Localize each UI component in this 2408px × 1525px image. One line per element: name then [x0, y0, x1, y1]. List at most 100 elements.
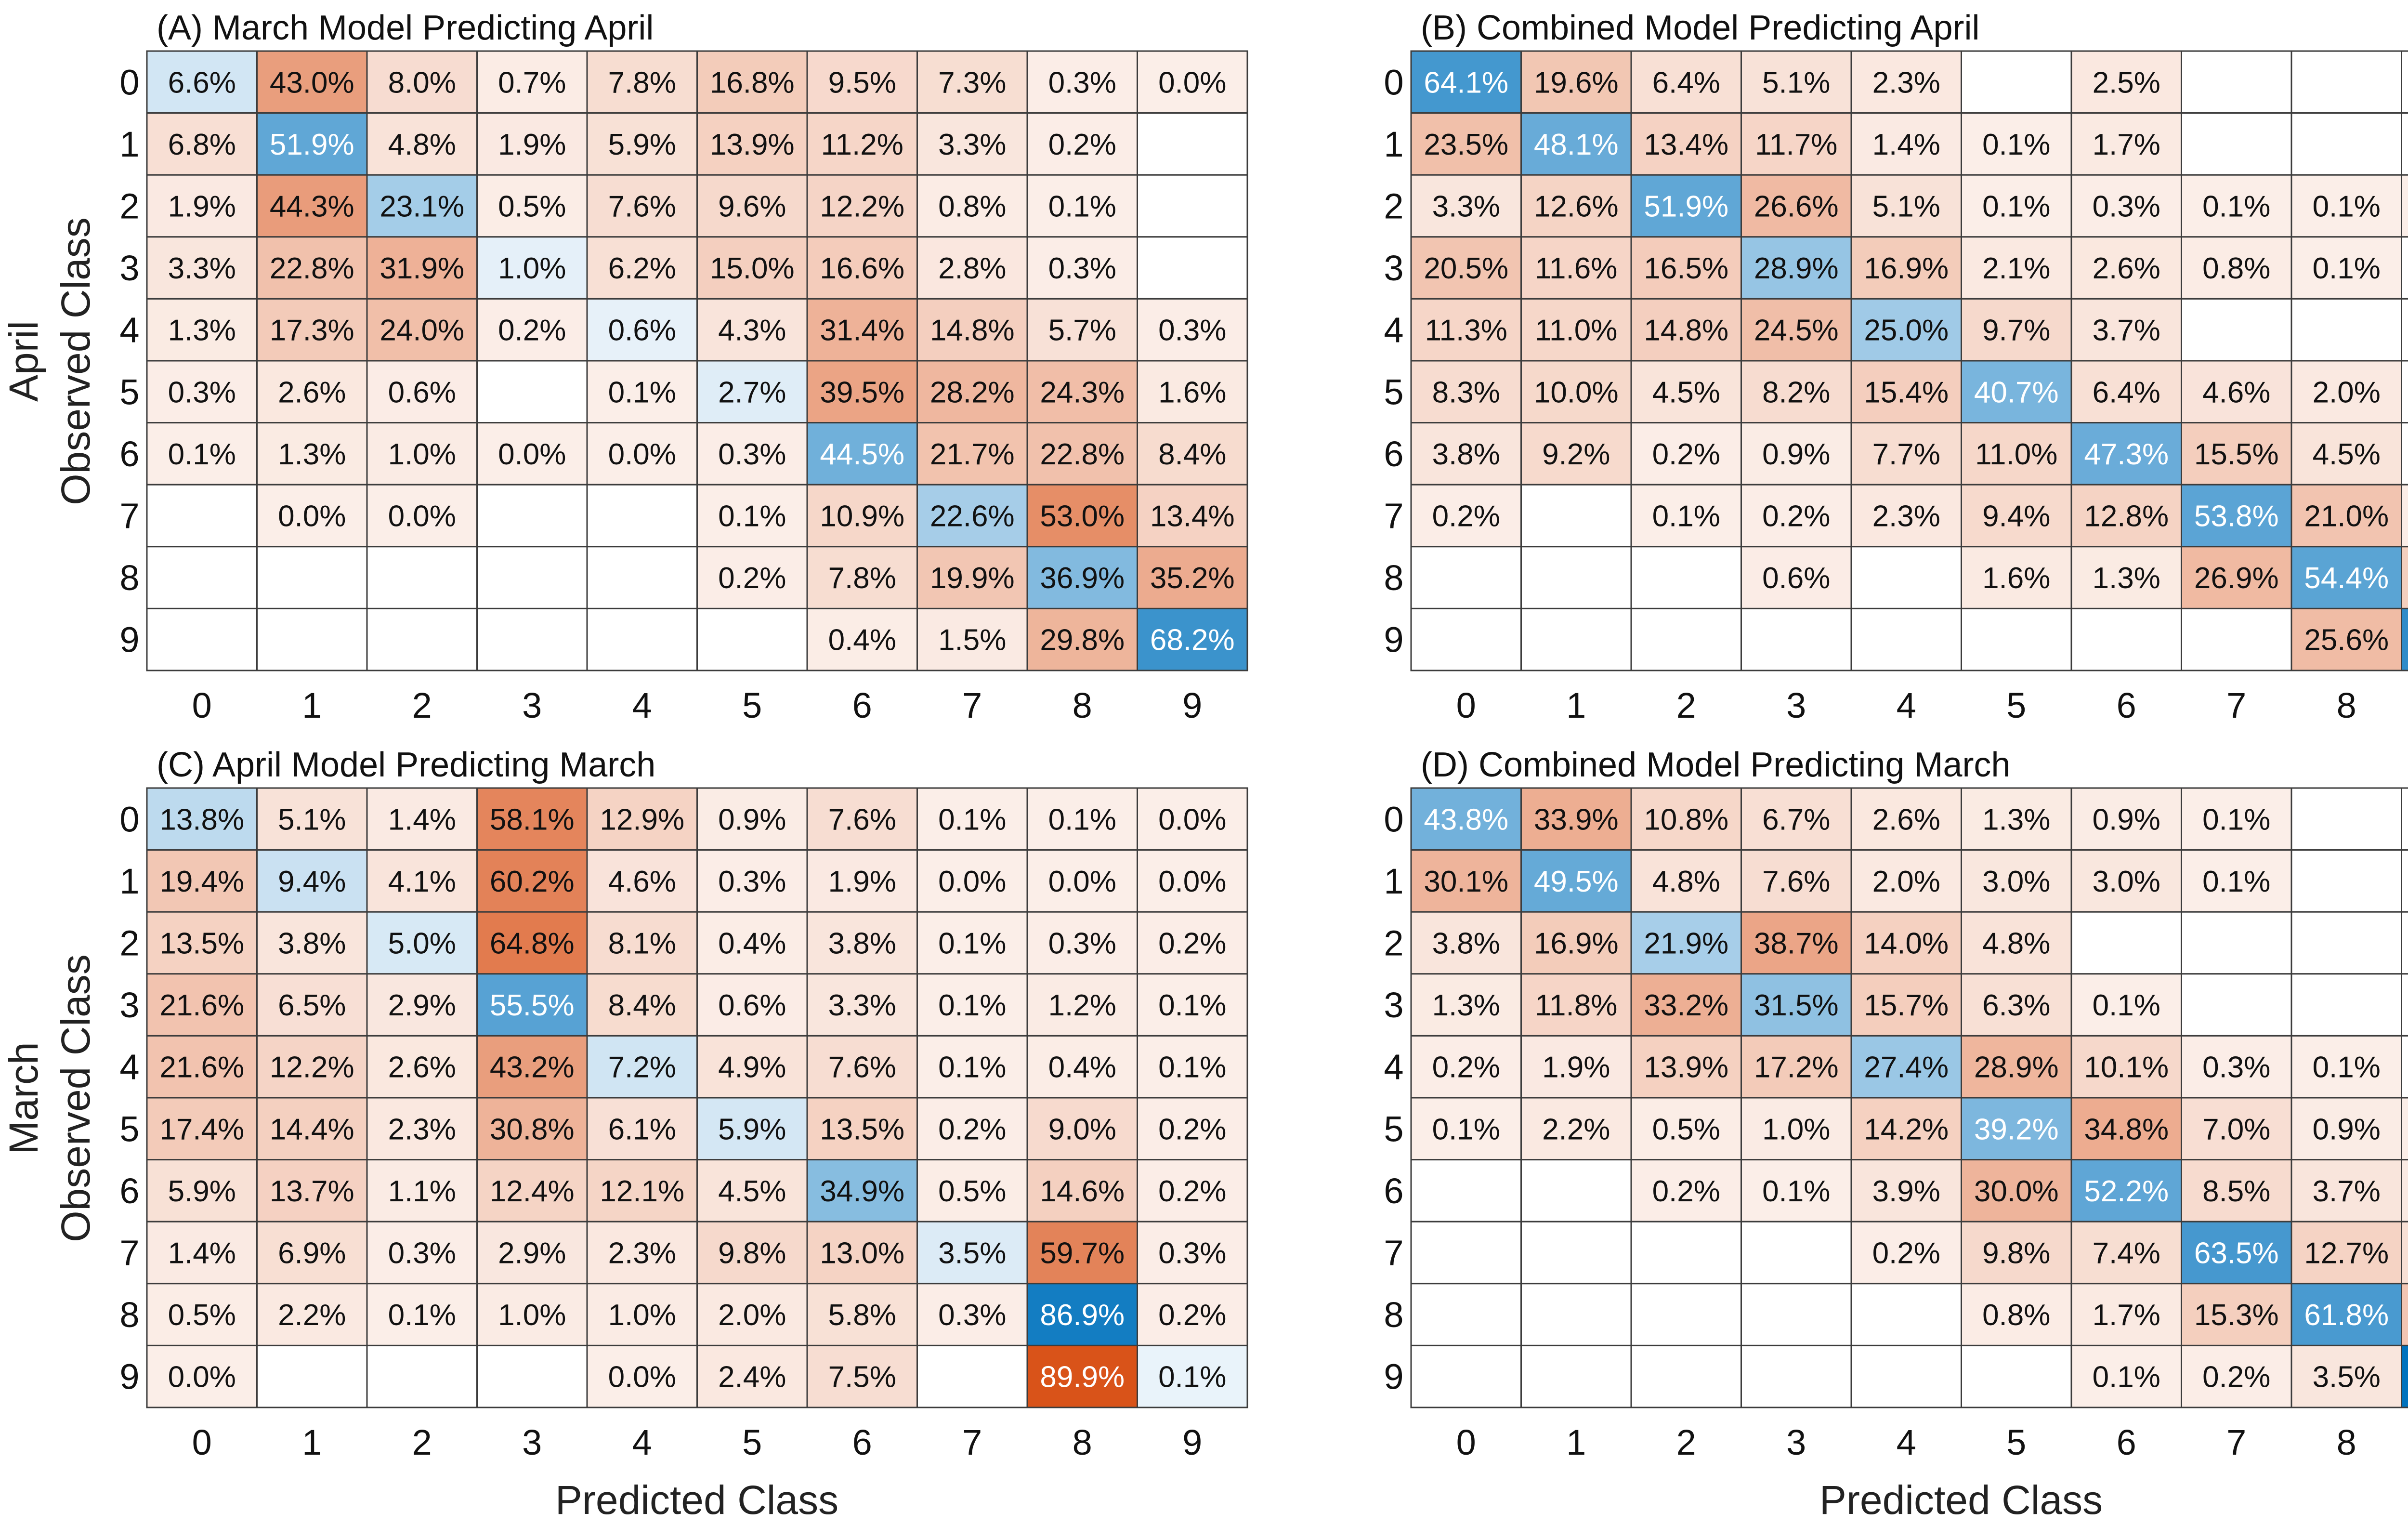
cell-value-label: 1.0%	[388, 438, 456, 471]
cell-value-label: 0.6%	[608, 314, 676, 347]
cell-value-label: 30.8%	[490, 1113, 575, 1146]
heatmap-cell	[696, 1344, 808, 1408]
heatmap-cell	[1741, 607, 1852, 671]
heatmap-cell	[916, 236, 1028, 300]
cell-value-label: 1.3%	[278, 438, 346, 471]
cell-value-label: 0.1%	[1982, 128, 2050, 161]
cell-value-label: 14.6%	[1040, 1175, 1125, 1208]
cell-value-label: 14.0%	[1864, 927, 1949, 960]
cell-value-label: 2.3%	[1872, 500, 1940, 533]
heatmap-cell	[2401, 50, 2408, 114]
heatmap-cell	[1741, 174, 1852, 238]
cell-value-label: 23.1%	[380, 190, 464, 223]
heatmap-cell	[146, 1159, 258, 1223]
heatmap-cell	[1961, 360, 2072, 424]
heatmap-cell	[2401, 787, 2408, 851]
cell-value-label: 0.2%	[1432, 1051, 1500, 1084]
heatmap-cell	[1026, 911, 1138, 975]
heatmap-cell	[1520, 1159, 1632, 1223]
cell-value-label: 4.6%	[608, 865, 676, 898]
cell-value-label: 31.5%	[1754, 989, 1839, 1022]
y-tick-label: 0	[119, 62, 139, 102]
cell-value-label: 6.1%	[608, 1113, 676, 1146]
cell-value-label: 13.9%	[710, 128, 795, 161]
cell-value-label: 16.9%	[1864, 252, 1949, 285]
heatmap-cell	[1520, 1097, 1632, 1161]
heatmap-cell	[1410, 50, 1522, 114]
cell-value-label: 0.2%	[1872, 1237, 1940, 1270]
cell-value-label: 89.9%	[1040, 1361, 1125, 1394]
cell-value-label: 1.3%	[2093, 562, 2160, 595]
cell-value-label: 5.7%	[1048, 314, 1116, 347]
y-tick-label: 7	[119, 496, 139, 536]
heatmap-cell	[1520, 1221, 1632, 1285]
cell-value-label: 1.0%	[498, 252, 566, 285]
heatmap-cell	[1410, 787, 1522, 851]
cell-value-label: 11.7%	[1755, 128, 1837, 161]
cell-value-label: 4.3%	[718, 314, 786, 347]
heatmap-cell	[696, 849, 808, 913]
cell-value-label: 0.2%	[718, 562, 786, 595]
heatmap-cell	[916, 1159, 1028, 1223]
cell-value-label: 0.0%	[608, 438, 676, 471]
cell-value-label: 17.4%	[159, 1113, 244, 1146]
y-tick-label: 3	[1384, 985, 1403, 1025]
heatmap-cell	[366, 911, 478, 975]
cell-value-label: 0.4%	[1048, 1051, 1116, 1084]
cell-value-label: 27.4%	[1864, 1051, 1949, 1084]
heatmap-cell	[586, 849, 698, 913]
heatmap-cell	[916, 546, 1028, 609]
heatmap-cell	[1026, 973, 1138, 1037]
heatmap-cell	[916, 1221, 1028, 1285]
x-tick-label: 9	[1182, 685, 1202, 725]
cell-value-label: 2.9%	[388, 989, 456, 1022]
cell-value-label: 7.6%	[608, 190, 676, 223]
heatmap-cell	[256, 298, 368, 362]
heatmap-cell	[2181, 484, 2292, 548]
cell-value-label: 9.5%	[828, 66, 896, 99]
heatmap-cell	[806, 360, 918, 424]
cell-value-label: 8.0%	[388, 66, 456, 99]
heatmap-cell	[806, 1283, 918, 1346]
heatmap-cell	[2290, 546, 2402, 609]
heatmap-cell	[1630, 787, 1742, 851]
heatmap-cell	[1026, 1344, 1138, 1408]
heatmap-cell	[256, 787, 368, 851]
heatmap-cell	[146, 973, 258, 1037]
heatmap-cell	[1850, 174, 1962, 238]
y-tick-label: 7	[119, 1233, 139, 1273]
heatmap-cell	[2070, 174, 2182, 238]
x-tick-label: 8	[1073, 1422, 1092, 1462]
y-tick-label: 6	[1384, 434, 1403, 474]
cell-value-label: 9.4%	[278, 865, 346, 898]
cell-value-label: 17.3%	[270, 314, 354, 347]
cell-value-label: 0.6%	[718, 989, 786, 1022]
heatmap-cell	[146, 484, 258, 548]
cell-value-label: 4.8%	[1652, 865, 1720, 898]
heatmap-cell	[2290, 236, 2402, 300]
cell-value-label: 7.3%	[938, 66, 1006, 99]
cell-value-label: 63.5%	[2194, 1237, 2279, 1270]
heatmap-cell	[916, 112, 1028, 176]
x-tick-label: 3	[1786, 1422, 1806, 1462]
heatmap-cell	[146, 849, 258, 913]
heatmap-cell	[1630, 1159, 1742, 1223]
panel-b: (B) Combined Model Predicting April 64.1%…	[1384, 9, 2408, 725]
heatmap-cell	[586, 1097, 698, 1161]
cell-value-label: 0.8%	[1982, 1299, 2050, 1332]
cell-value-label: 64.8%	[490, 927, 575, 960]
y-tick-label: 2	[119, 186, 139, 226]
cell-value-label: 59.7%	[1040, 1237, 1125, 1270]
x-tick-label: 2	[412, 1422, 432, 1462]
cell-value-label: 22.8%	[1040, 438, 1125, 471]
cell-value-label: 9.8%	[1982, 1237, 2050, 1270]
cell-value-label: 3.3%	[828, 989, 896, 1022]
heatmap-cell	[1520, 911, 1632, 975]
heatmap-cell	[2070, 1344, 2182, 1408]
cell-value-label: 0.9%	[1762, 438, 1830, 471]
heatmap-cell	[2070, 1035, 2182, 1099]
heatmap-cell	[2290, 298, 2402, 362]
y-tick-label: 6	[119, 434, 139, 474]
x-tick-label: 0	[192, 1422, 212, 1462]
